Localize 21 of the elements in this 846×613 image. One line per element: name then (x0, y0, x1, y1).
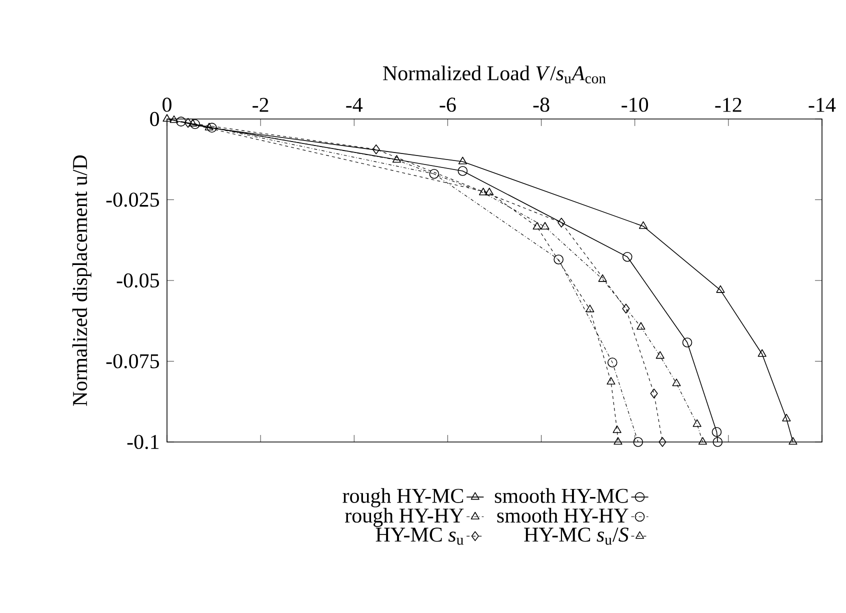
y-tick-label: -0.075 (106, 354, 159, 368)
y-tick-label: -0.1 (127, 434, 159, 450)
y-tick-label: 0 (150, 112, 160, 126)
x-tick-label: 0 (162, 98, 172, 112)
legend-label: rough HY-HY (345, 508, 464, 527)
x-tick-label: -4 (346, 98, 363, 112)
legend-label: HY-MC s$_{u}$ (376, 528, 464, 545)
x-tick-label: -14 (808, 98, 836, 112)
legend-label: smooth HY-HY (497, 508, 628, 523)
x-tick-label: -8 (533, 98, 550, 112)
legend-label: rough HY-MC (342, 488, 464, 508)
x-tick-label: -10 (622, 98, 648, 112)
x-tick-label: -2 (252, 98, 268, 112)
y-tick-label: -0.025 (106, 192, 159, 207)
x-axis-title: Normalized Load V/s$_{u}$A$_{con}$ (383, 66, 606, 84)
x-tick-label: -12 (715, 98, 742, 112)
y-tick-label: -0.05 (116, 273, 159, 288)
y-axis-title: Normalized displacement u/D (72, 155, 92, 406)
x-tick-label: -6 (440, 98, 456, 112)
legend-label: HY-MC s$_{u}$/S (524, 528, 628, 545)
legend-label: smooth HY-MC (494, 488, 628, 503)
